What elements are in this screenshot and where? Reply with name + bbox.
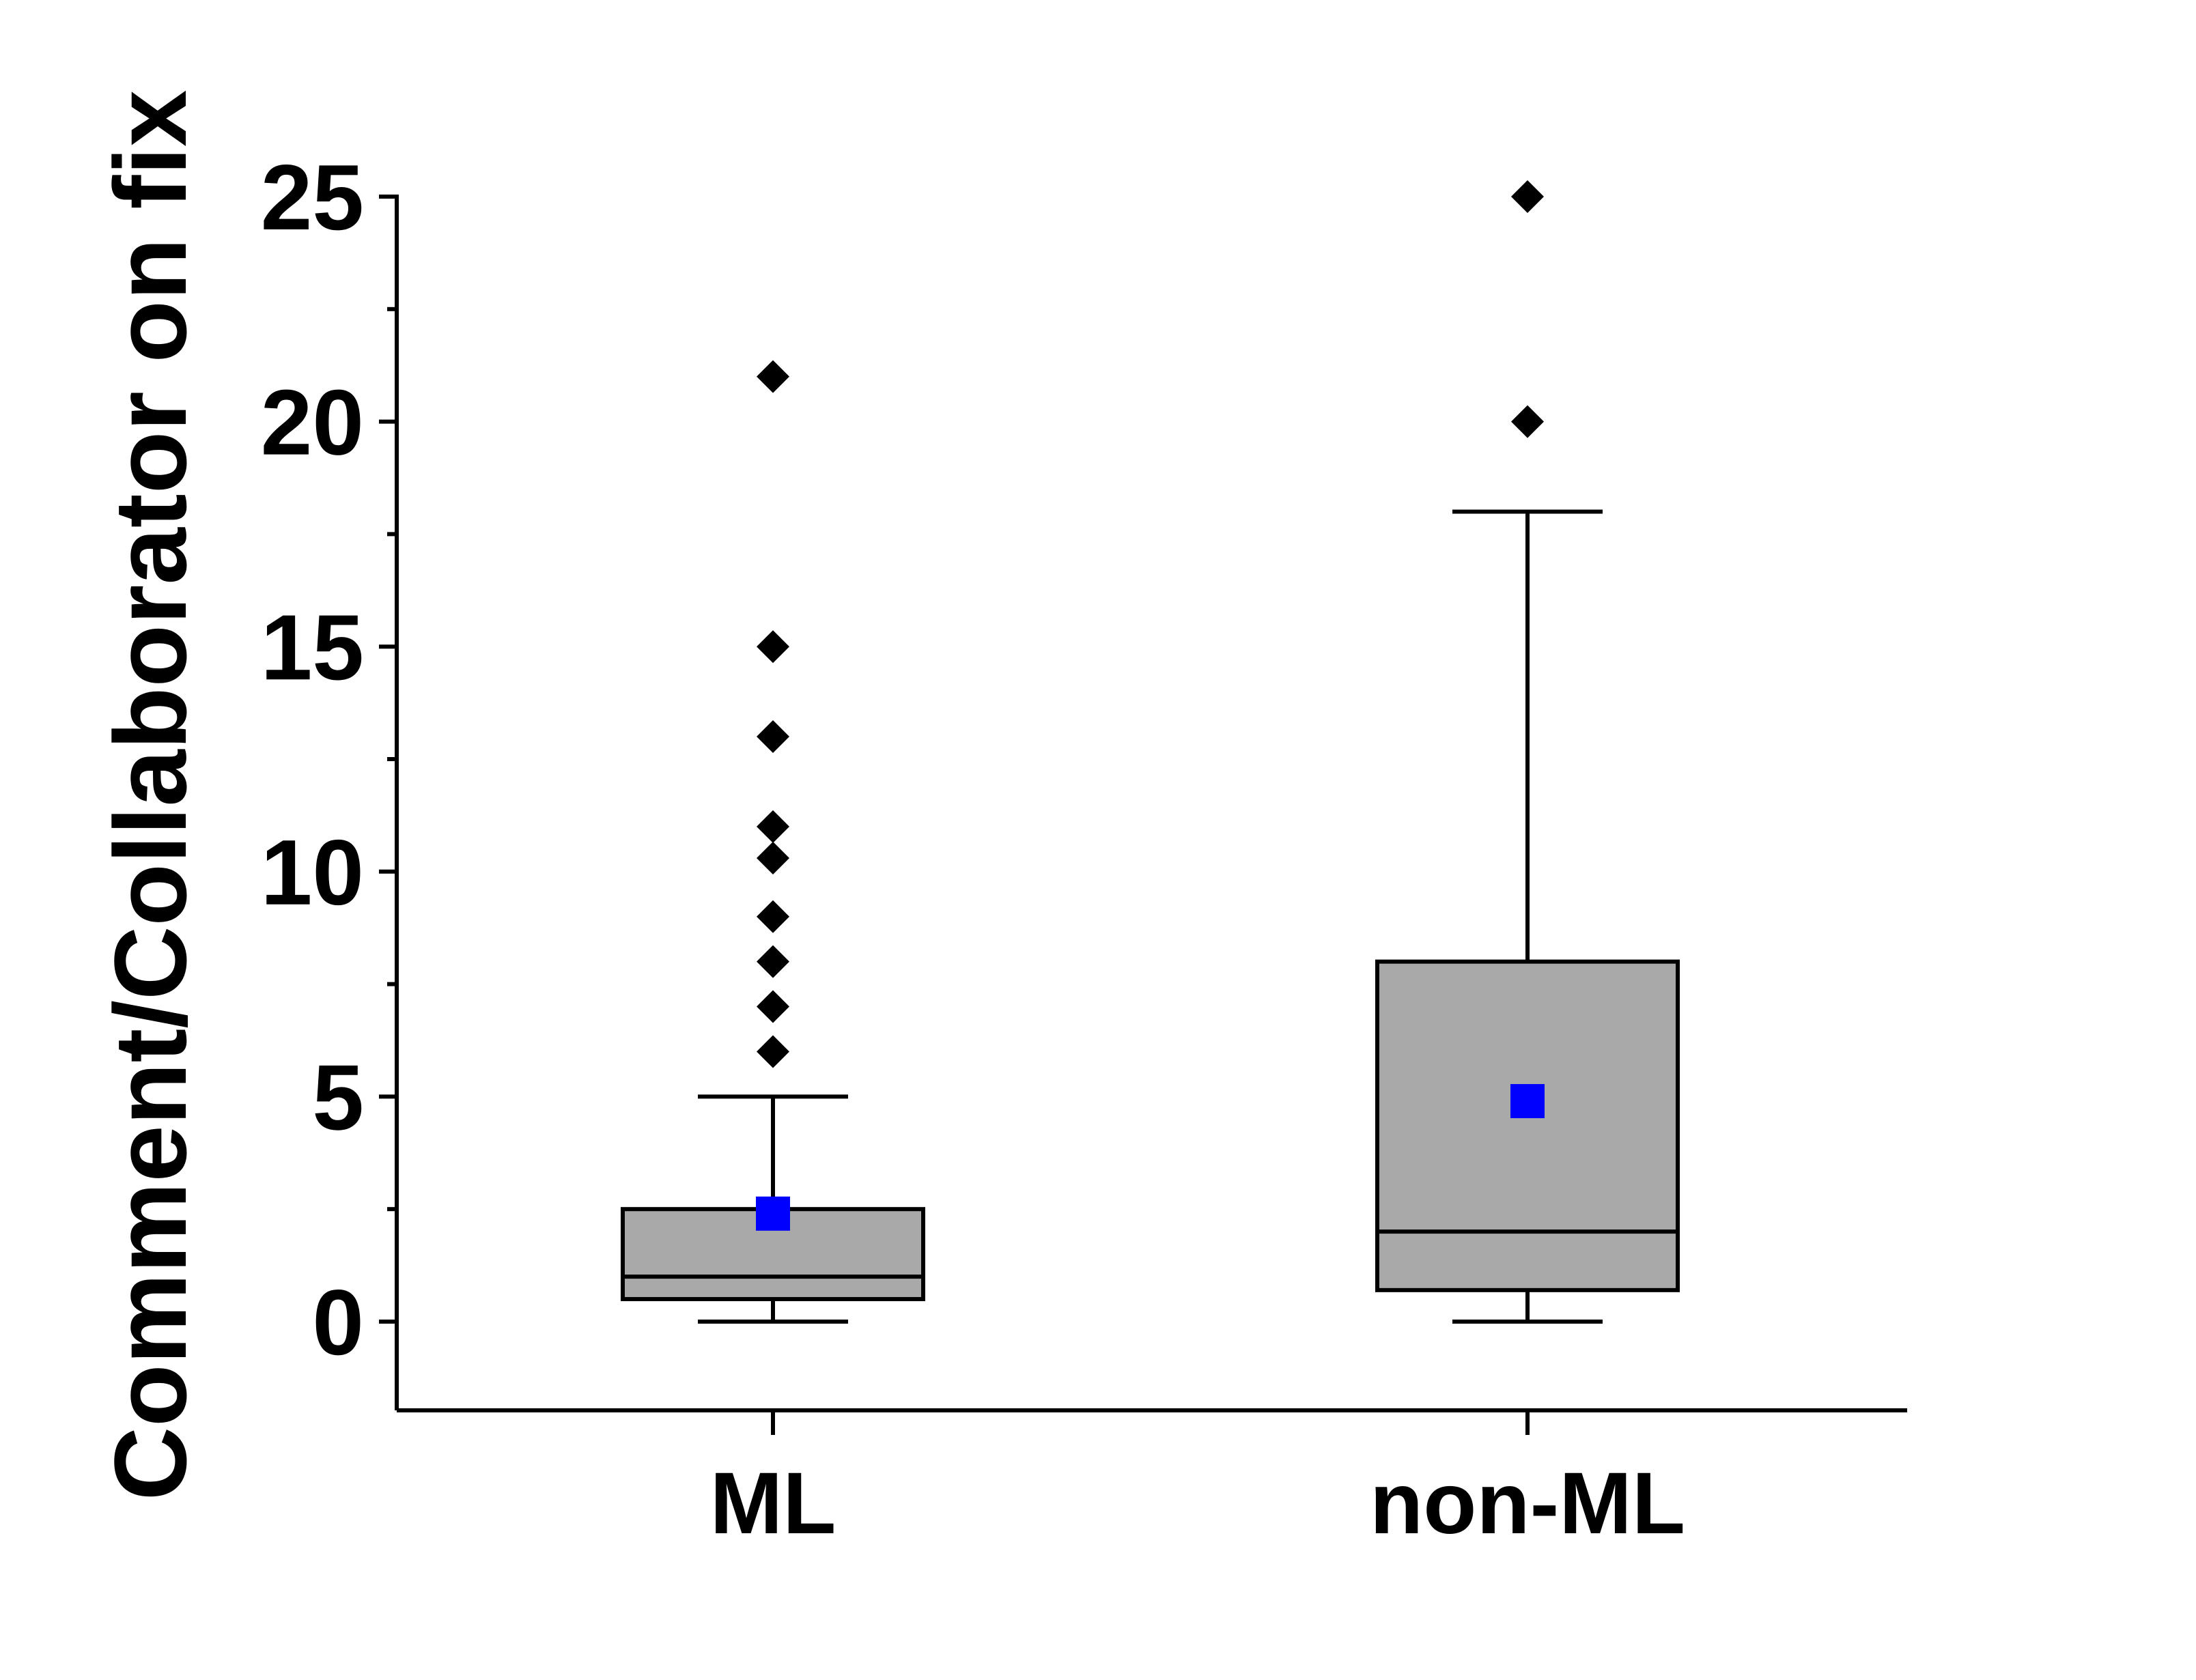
y-tick-label: 0 (312, 1270, 364, 1374)
y-axis-title: Comment/Collaborator on fix (93, 90, 208, 1501)
box-group-ml (621, 360, 925, 1324)
x-tick-label: non-ML (1370, 1455, 1685, 1552)
outlier-point (757, 630, 789, 664)
y-tick-label: 5 (312, 1045, 364, 1149)
outlier-point (757, 720, 789, 754)
outlier-point (1511, 405, 1544, 438)
box-group-non-ml (1375, 180, 1680, 1324)
y-tick-label: 20 (261, 371, 364, 474)
outlier-point (1511, 180, 1544, 213)
outlier-point (757, 945, 789, 978)
mean-marker (756, 1196, 790, 1231)
outlier-point (757, 842, 789, 875)
outlier-point (757, 360, 789, 393)
axes: 0 5 10 15 20 25 ML non-ML (261, 145, 1907, 1552)
outlier-point (757, 1035, 789, 1068)
outlier-point (757, 900, 789, 933)
boxes (621, 180, 1680, 1324)
outlier-point (757, 810, 789, 843)
x-tick-label: ML (710, 1455, 836, 1552)
iqr-box (1375, 959, 1680, 1292)
y-tick-label: 25 (261, 145, 364, 249)
mean-marker (1510, 1083, 1545, 1118)
y-tick-label: 10 (261, 821, 364, 924)
y-tick-label: 15 (261, 595, 364, 699)
outlier-point (757, 990, 789, 1023)
